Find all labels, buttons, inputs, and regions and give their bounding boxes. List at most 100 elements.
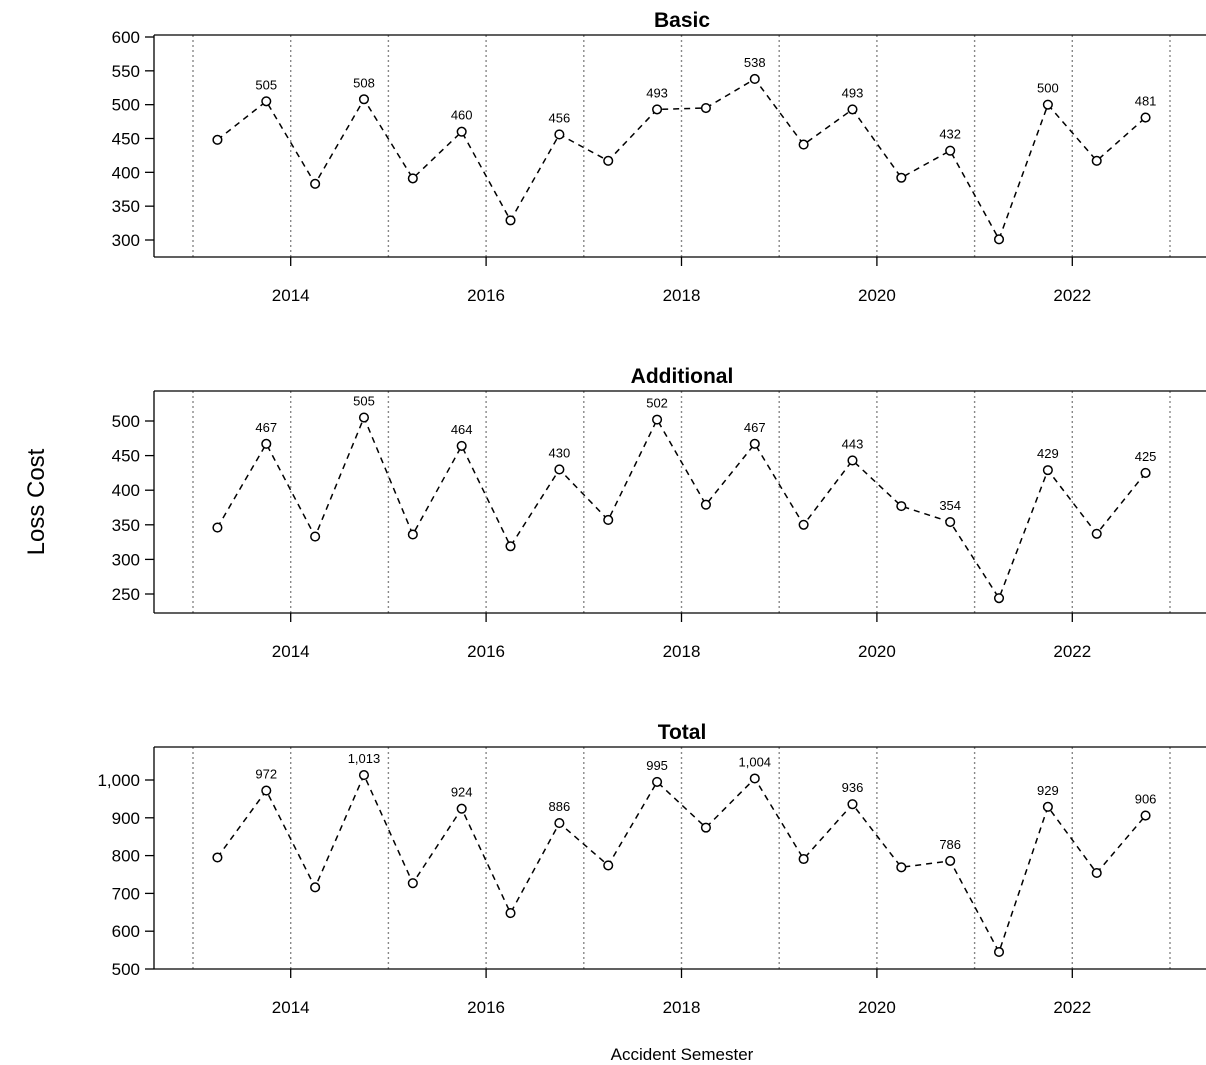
data-point bbox=[456, 803, 467, 814]
x-tick-label: 2022 bbox=[1053, 998, 1091, 1017]
y-tick-label: 500 bbox=[112, 960, 140, 979]
data-label: 500 bbox=[1037, 81, 1059, 96]
data-point bbox=[700, 103, 711, 114]
data-point bbox=[1140, 467, 1151, 478]
data-point bbox=[749, 438, 760, 449]
data-label: 995 bbox=[646, 758, 668, 773]
data-point bbox=[261, 438, 272, 449]
data-point bbox=[407, 529, 418, 540]
data-point bbox=[847, 799, 858, 810]
y-tick-label: 600 bbox=[112, 922, 140, 941]
y-tick-label: 700 bbox=[112, 884, 140, 903]
x-tick-label: 2014 bbox=[272, 286, 310, 305]
series-line bbox=[216, 415, 1147, 600]
x-tick-label: 2018 bbox=[663, 998, 701, 1017]
data-point bbox=[945, 516, 956, 528]
x-tick-label: 2020 bbox=[858, 286, 896, 305]
data-point bbox=[652, 414, 663, 425]
x-tick-label: 2018 bbox=[663, 642, 701, 661]
data-point bbox=[749, 773, 760, 784]
x-tick-label: 2014 bbox=[272, 998, 310, 1017]
data-label: 430 bbox=[549, 445, 571, 460]
data-point bbox=[652, 104, 663, 115]
data-point bbox=[700, 822, 711, 833]
data-point bbox=[212, 522, 223, 533]
data-label: 464 bbox=[451, 422, 473, 437]
data-point bbox=[603, 860, 614, 871]
data-label: 886 bbox=[549, 799, 571, 814]
data-label: 972 bbox=[255, 767, 277, 782]
panel-title: Additional bbox=[631, 365, 734, 388]
data-point bbox=[1042, 99, 1053, 110]
data-label: 508 bbox=[353, 75, 375, 90]
data-label: 929 bbox=[1037, 783, 1059, 798]
x-tick-label: 2016 bbox=[467, 998, 505, 1017]
panel-title: Basic bbox=[654, 9, 710, 32]
data-label: 1,013 bbox=[348, 751, 381, 766]
data-point bbox=[554, 464, 565, 475]
data-label: 456 bbox=[549, 110, 571, 125]
data-point bbox=[310, 178, 321, 189]
data-point bbox=[358, 770, 370, 781]
data-point bbox=[358, 412, 370, 423]
data-point bbox=[212, 134, 223, 145]
series-line bbox=[216, 773, 1147, 954]
data-point bbox=[993, 593, 1005, 604]
data-label: 493 bbox=[842, 85, 864, 100]
data-point bbox=[847, 455, 858, 466]
data-point bbox=[456, 126, 467, 137]
data-point bbox=[1140, 810, 1151, 821]
data-point bbox=[847, 104, 858, 115]
data-point bbox=[505, 908, 516, 919]
data-point bbox=[896, 862, 907, 873]
data-point bbox=[603, 514, 614, 526]
x-tick-label: 2016 bbox=[467, 286, 505, 305]
panel-title: Total bbox=[658, 721, 707, 744]
data-point bbox=[212, 852, 223, 863]
data-label: 493 bbox=[646, 85, 668, 100]
data-point bbox=[798, 853, 809, 865]
data-label: 505 bbox=[353, 394, 375, 409]
data-point bbox=[310, 882, 321, 893]
data-label: 936 bbox=[842, 780, 864, 795]
data-point bbox=[1042, 465, 1053, 476]
data-point bbox=[261, 96, 272, 107]
y-tick-label: 800 bbox=[112, 847, 140, 866]
data-point bbox=[456, 440, 467, 451]
data-label: 538 bbox=[744, 55, 766, 70]
data-label: 443 bbox=[842, 436, 864, 451]
data-point bbox=[993, 946, 1005, 958]
data-point bbox=[993, 234, 1005, 245]
data-point bbox=[749, 73, 760, 85]
figure-ylabel: Loss Cost bbox=[23, 448, 50, 555]
y-tick-label: 900 bbox=[112, 809, 140, 828]
y-tick-label: 500 bbox=[112, 96, 140, 115]
data-label: 425 bbox=[1135, 449, 1157, 464]
data-point bbox=[945, 145, 956, 156]
data-label: 460 bbox=[451, 108, 473, 123]
x-tick-label: 2016 bbox=[467, 642, 505, 661]
chart-panel-2: Total 500 600 700 800 900 1,000 2014 2016 2018 202… bbox=[97, 721, 1206, 1017]
y-tick-label: 300 bbox=[112, 231, 140, 250]
series-line bbox=[216, 78, 1147, 242]
y-tick-label: 350 bbox=[112, 516, 140, 535]
data-label: 1,004 bbox=[739, 754, 772, 769]
y-tick-label: 550 bbox=[112, 62, 140, 81]
x-tick-label: 2018 bbox=[663, 286, 701, 305]
y-tick-label: 300 bbox=[112, 550, 140, 569]
data-point bbox=[310, 531, 321, 542]
data-point bbox=[1042, 801, 1053, 812]
data-point bbox=[896, 172, 907, 183]
y-tick-label: 350 bbox=[112, 197, 140, 216]
data-point bbox=[261, 785, 272, 796]
x-tick-label: 2022 bbox=[1053, 286, 1091, 305]
data-label: 505 bbox=[255, 77, 277, 92]
data-point bbox=[652, 776, 663, 787]
data-label: 467 bbox=[255, 420, 277, 435]
y-tick-label: 450 bbox=[112, 447, 140, 466]
data-point bbox=[798, 139, 809, 150]
data-label: 354 bbox=[939, 498, 961, 513]
x-tick-label: 2022 bbox=[1053, 642, 1091, 661]
x-tick-label: 2020 bbox=[858, 998, 896, 1017]
